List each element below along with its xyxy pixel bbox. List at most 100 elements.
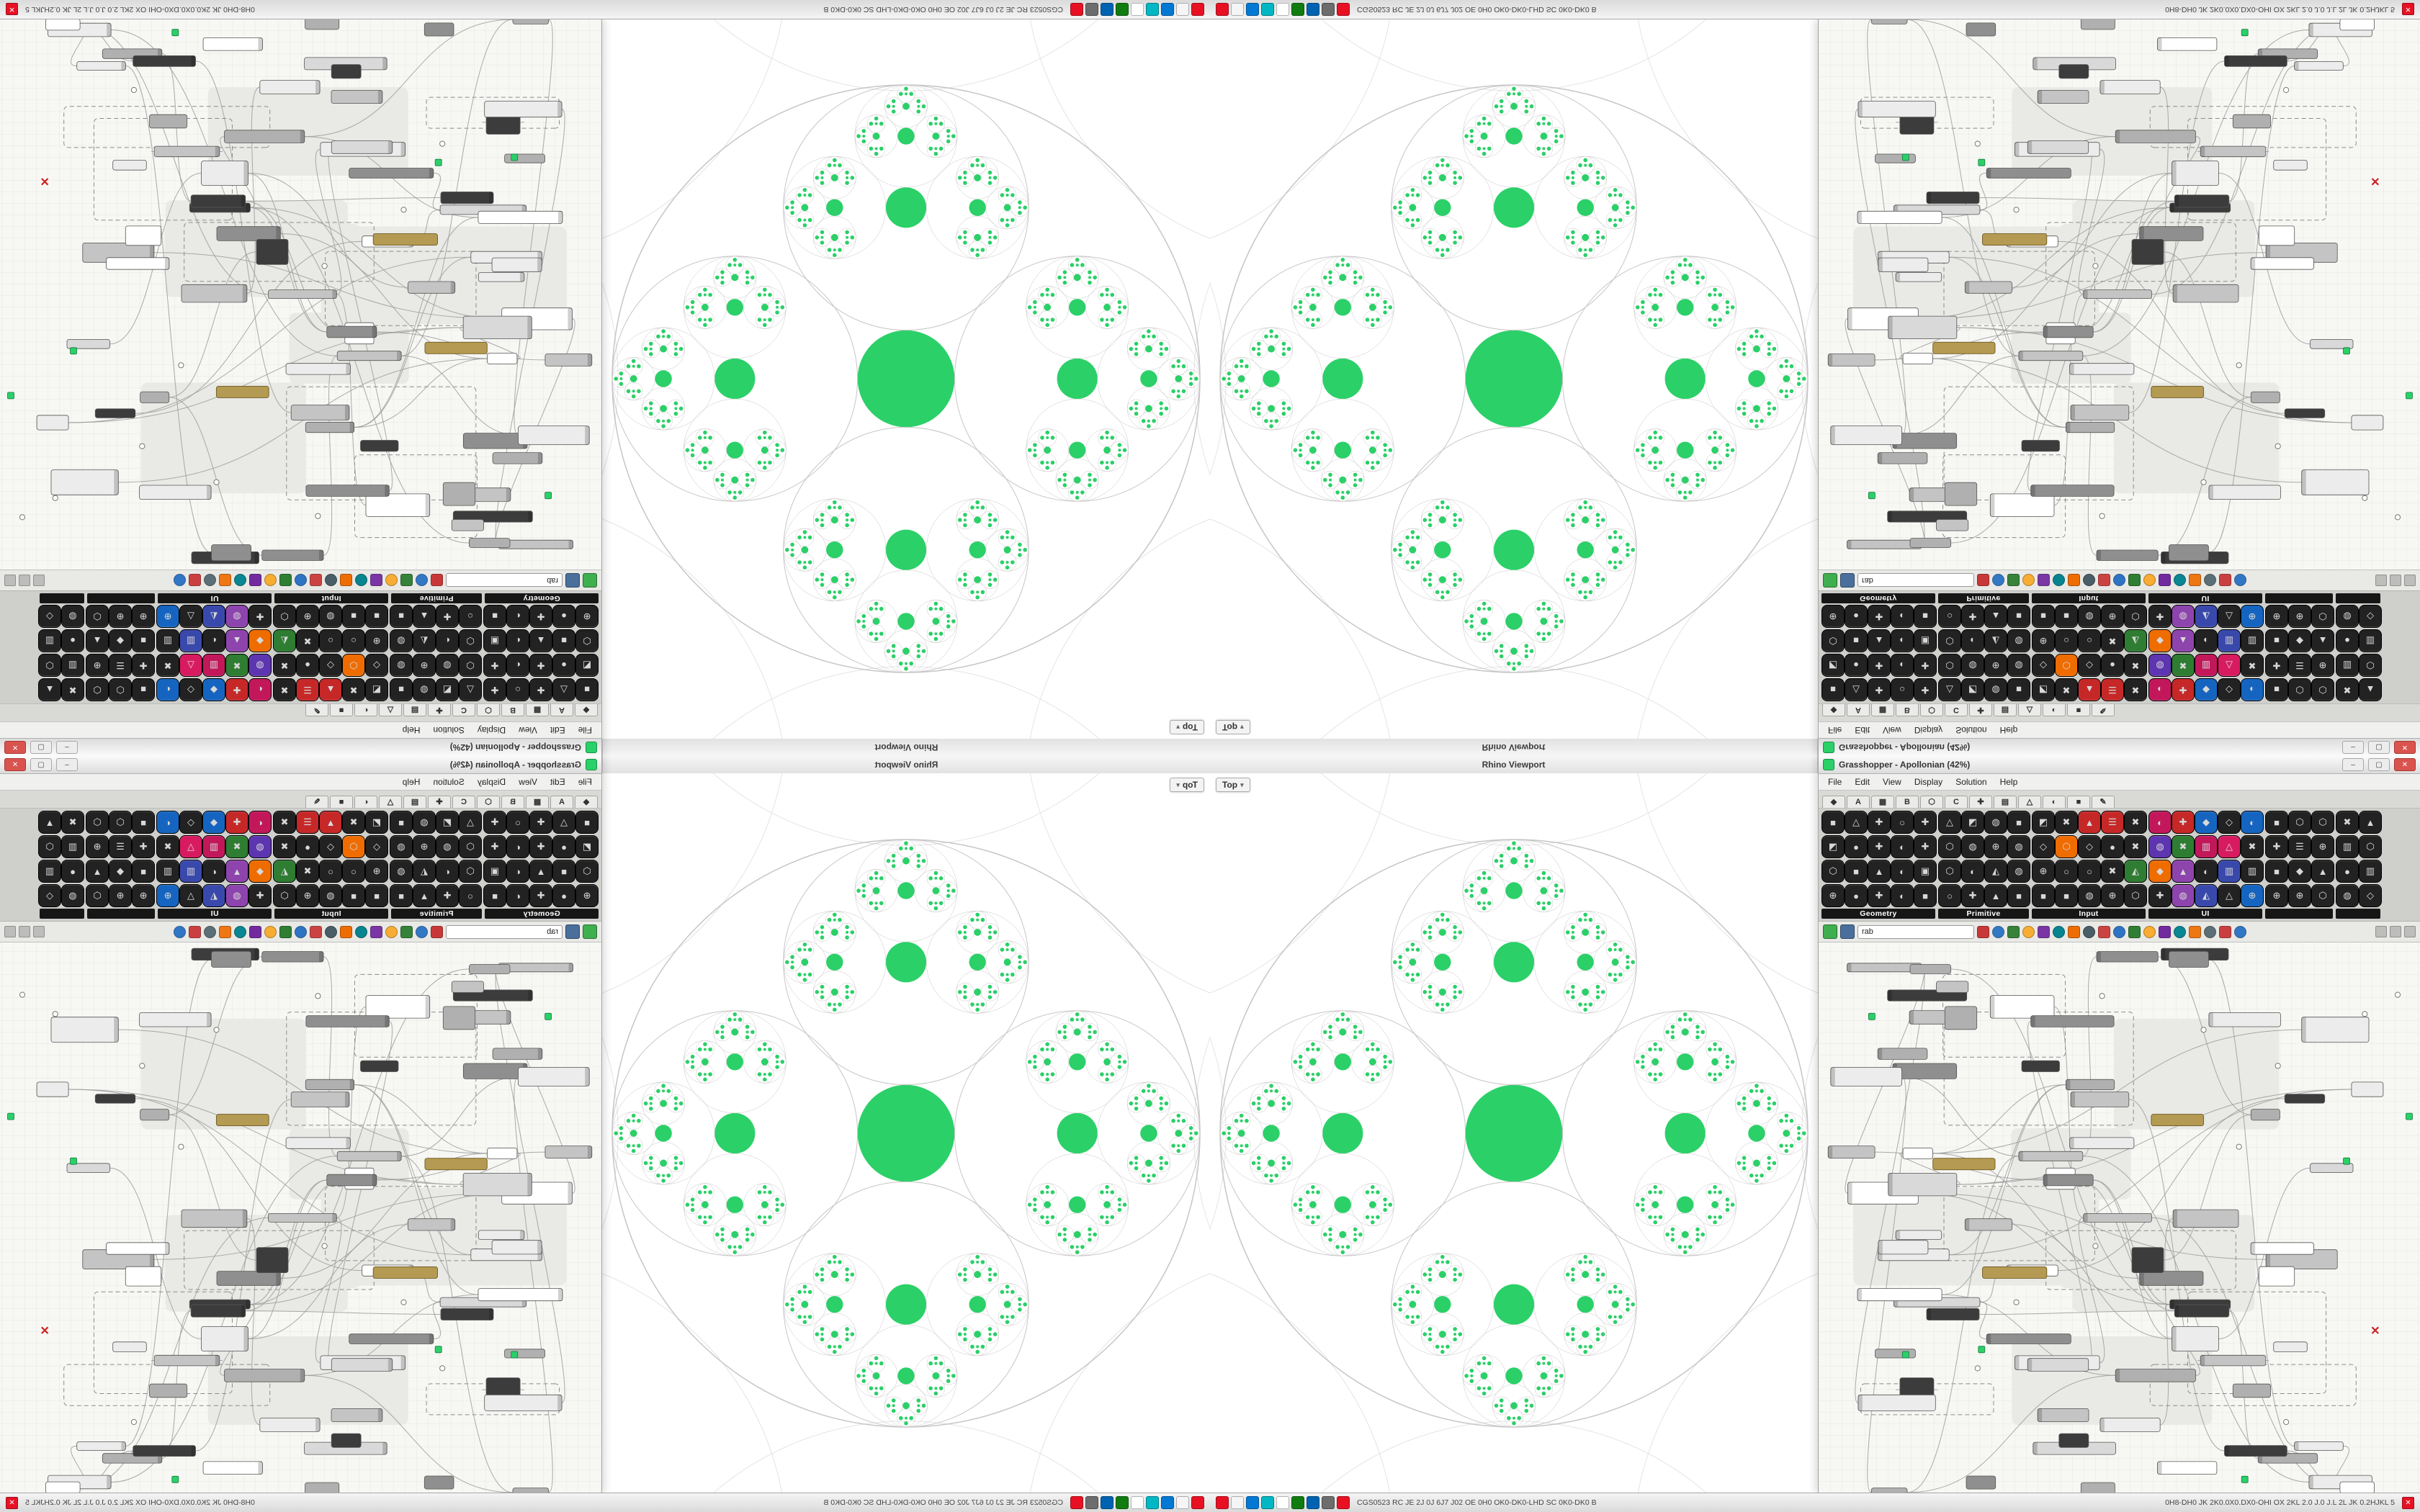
component-icon[interactable]: ■ bbox=[365, 605, 388, 628]
component-icon[interactable]: ✚ bbox=[225, 678, 248, 701]
tray-app-icon[interactable] bbox=[1191, 3, 1204, 16]
component-icon[interactable]: ◇ bbox=[2218, 811, 2241, 834]
component-icon[interactable]: ■ bbox=[132, 860, 155, 883]
component-icon[interactable]: ○ bbox=[1891, 811, 1914, 834]
component-icon[interactable]: ⬡ bbox=[1821, 629, 1845, 652]
toolbar-icon[interactable] bbox=[1992, 574, 2004, 587]
component-icon[interactable]: ✚ bbox=[483, 678, 506, 701]
component-icon[interactable]: ○ bbox=[459, 884, 482, 907]
component-icon[interactable]: ◐ bbox=[248, 811, 272, 834]
toolbar-icon[interactable] bbox=[370, 925, 382, 938]
component-icon[interactable]: ◭ bbox=[2124, 860, 2147, 883]
component-icon[interactable]: ◇ bbox=[38, 605, 61, 628]
close-indicator-icon[interactable]: ✕ bbox=[6, 1496, 18, 1509]
component-icon[interactable]: ● bbox=[296, 654, 319, 677]
component-icon[interactable]: ◍ bbox=[2172, 884, 2195, 907]
component-icon[interactable]: ⬡ bbox=[109, 678, 132, 701]
component-icon[interactable]: ◐ bbox=[1891, 884, 1914, 907]
component-icon[interactable]: ⊕ bbox=[1821, 884, 1845, 907]
toolbar-icon[interactable] bbox=[340, 574, 352, 587]
close-indicator-icon[interactable]: ✕ bbox=[2402, 3, 2414, 16]
component-icon[interactable]: ✚ bbox=[1868, 884, 1891, 907]
toolbar-icon[interactable] bbox=[2098, 574, 2110, 587]
component-icon[interactable]: ✖ bbox=[156, 835, 179, 858]
palette-tab[interactable]: ▤ bbox=[1994, 796, 2017, 808]
menu-solution[interactable]: Solution bbox=[1955, 777, 1987, 787]
toolbar-icon[interactable] bbox=[2159, 574, 2171, 587]
component-icon[interactable]: △ bbox=[1845, 678, 1868, 701]
component-icon[interactable]: ✚ bbox=[1914, 811, 1937, 834]
menu-edit[interactable]: Edit bbox=[1855, 777, 1870, 787]
component-icon[interactable]: △ bbox=[179, 884, 202, 907]
component-icon[interactable]: ▥ bbox=[2218, 860, 2241, 883]
component-icon[interactable]: ⊕ bbox=[1984, 654, 2007, 677]
component-icon[interactable]: ✖ bbox=[156, 654, 179, 677]
tray-app-icon[interactable] bbox=[1116, 3, 1129, 16]
component-icon[interactable]: ◐ bbox=[436, 860, 459, 883]
toolbar-icon[interactable] bbox=[279, 574, 292, 587]
component-icon[interactable]: ▥ bbox=[2336, 654, 2359, 677]
palette-tab[interactable]: △ bbox=[379, 796, 402, 808]
component-icon[interactable]: ■ bbox=[575, 811, 599, 834]
component-icon[interactable]: ⊕ bbox=[86, 654, 109, 677]
menu-view[interactable]: View bbox=[1883, 777, 1901, 787]
component-icon[interactable]: ✖ bbox=[273, 835, 296, 858]
component-icon[interactable]: ◐ bbox=[506, 860, 529, 883]
menu-edit[interactable]: Edit bbox=[550, 777, 565, 787]
component-icon[interactable]: ◇ bbox=[179, 811, 202, 834]
tray-app-icon[interactable] bbox=[1261, 1496, 1274, 1509]
component-icon[interactable]: ▲ bbox=[2078, 678, 2101, 701]
component-icon[interactable]: ⊕ bbox=[2032, 860, 2055, 883]
component-icon[interactable]: ▲ bbox=[225, 629, 248, 652]
component-icon[interactable]: ✚ bbox=[436, 884, 459, 907]
component-icon[interactable]: ◍ bbox=[61, 605, 84, 628]
menu-view[interactable]: View bbox=[519, 777, 537, 787]
component-icon[interactable]: ⊕ bbox=[575, 605, 599, 628]
component-icon[interactable]: ✚ bbox=[1961, 605, 1984, 628]
palette-tab[interactable]: ◐ bbox=[354, 704, 377, 716]
menu-file[interactable]: File bbox=[578, 777, 592, 787]
component-icon[interactable]: ◐ bbox=[202, 629, 225, 652]
component-icon[interactable]: ⊕ bbox=[132, 884, 155, 907]
settings-gear-icon[interactable] bbox=[4, 926, 16, 937]
component-icon[interactable]: ■ bbox=[2265, 860, 2288, 883]
component-icon[interactable]: ■ bbox=[390, 811, 413, 834]
component-icon[interactable]: ◍ bbox=[390, 835, 413, 858]
toolbar-icon[interactable] bbox=[431, 574, 443, 587]
grasshopper-titlebar[interactable]: Grasshopper - Apollonian (42%) – ▢ ✕ bbox=[0, 756, 601, 774]
component-icon[interactable]: ◐ bbox=[156, 811, 179, 834]
ribbon-group-label[interactable] bbox=[2336, 593, 2380, 603]
toolbar-icon[interactable] bbox=[2234, 574, 2246, 587]
component-icon[interactable]: ◇ bbox=[2359, 605, 2382, 628]
close-button[interactable]: ✕ bbox=[2394, 741, 2416, 754]
menu-file[interactable]: File bbox=[578, 725, 592, 735]
component-icon[interactable]: ✖ bbox=[2124, 654, 2147, 677]
component-icon[interactable]: ◍ bbox=[61, 884, 84, 907]
tray-app-icon[interactable] bbox=[1322, 3, 1335, 16]
toolbar-icon[interactable] bbox=[2174, 925, 2186, 938]
palette-tab[interactable]: ■ bbox=[2067, 796, 2090, 808]
apollonian-fractal-view[interactable] bbox=[602, 19, 1210, 739]
component-icon[interactable]: ▥ bbox=[2195, 654, 2218, 677]
toolbar-icon[interactable] bbox=[2113, 574, 2125, 587]
toolbar-icon[interactable] bbox=[2007, 925, 2020, 938]
component-icon[interactable]: ▲ bbox=[225, 860, 248, 883]
component-icon[interactable]: ◍ bbox=[248, 835, 272, 858]
component-icon[interactable]: ⬡ bbox=[459, 654, 482, 677]
component-icon[interactable]: ☰ bbox=[2101, 678, 2124, 701]
gh-canvas[interactable]: ✕ bbox=[0, 19, 601, 570]
component-icon[interactable]: ▥ bbox=[179, 860, 202, 883]
toolbar-icon[interactable] bbox=[2007, 574, 2020, 587]
component-icon[interactable]: ◭ bbox=[273, 629, 296, 652]
ribbon-group-label[interactable]: Primitive bbox=[1938, 593, 2029, 603]
toolbar-icon[interactable] bbox=[189, 574, 201, 587]
palette-tab[interactable]: ◆ bbox=[1822, 796, 1845, 808]
palette-tab[interactable]: ✚ bbox=[428, 704, 451, 716]
component-icon[interactable]: ■ bbox=[483, 605, 506, 628]
component-icon[interactable]: ▲ bbox=[38, 811, 61, 834]
component-icon[interactable]: ◆ bbox=[202, 811, 225, 834]
component-icon[interactable]: ⬡ bbox=[86, 678, 109, 701]
palette-tab[interactable]: ⬡ bbox=[1920, 796, 1943, 808]
component-icon[interactable]: ▣ bbox=[483, 629, 506, 652]
component-icon[interactable]: ◍ bbox=[319, 605, 342, 628]
